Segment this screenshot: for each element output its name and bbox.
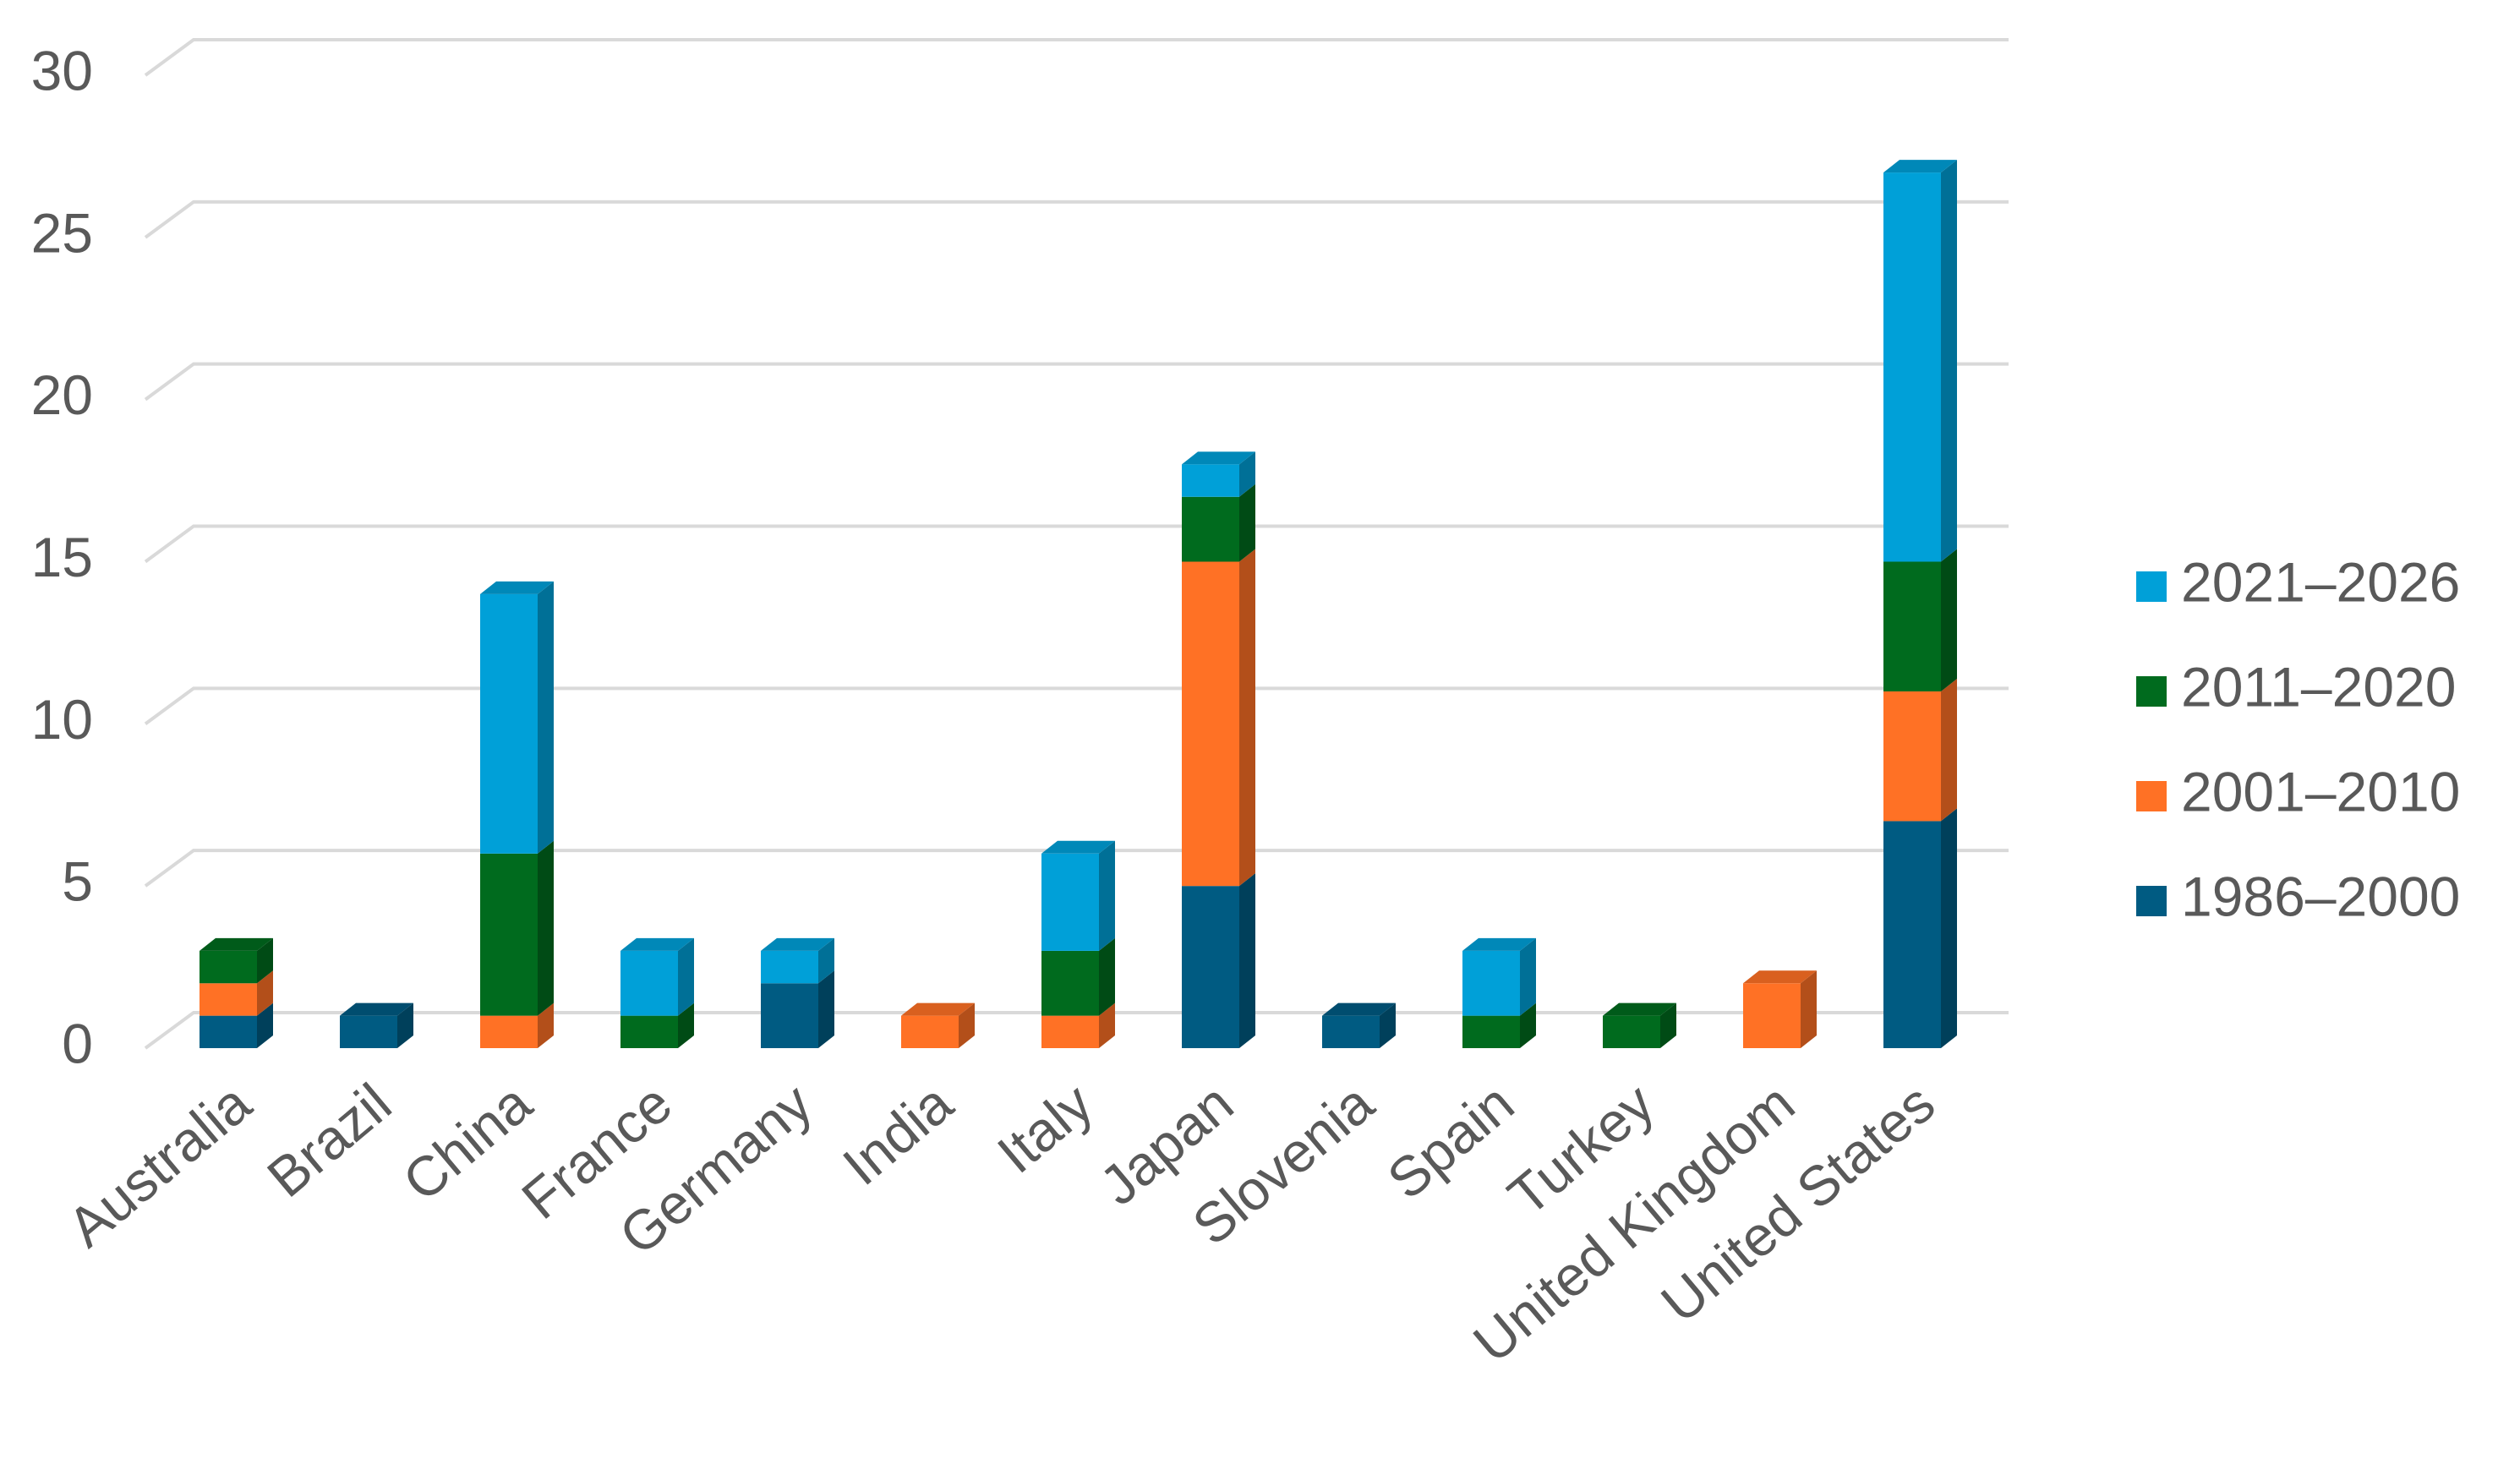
bar (1041, 1015, 1099, 1048)
bar-top (480, 581, 554, 594)
bar (1182, 886, 1239, 1048)
bar (1883, 821, 1941, 1048)
bar (1182, 464, 1239, 497)
bar-top (1322, 1002, 1396, 1016)
y-tick-label: 25 (31, 201, 93, 264)
legend-label: 2011–2020 (2181, 655, 2456, 718)
bar-side (1660, 1002, 1676, 1048)
y-tick-label: 5 (62, 850, 93, 913)
bar-side (538, 840, 554, 1016)
legend-swatch (2136, 781, 2167, 811)
bar-top (1041, 840, 1115, 854)
bar-side (257, 1002, 273, 1048)
bar (200, 950, 257, 984)
bar-side (1239, 483, 1255, 562)
bar (1182, 561, 1239, 887)
bar (200, 983, 257, 1016)
bar-top (901, 1002, 975, 1016)
bar-side (1239, 873, 1255, 1048)
bar-side (1941, 549, 1957, 691)
grid-line (144, 38, 2009, 77)
bar (1462, 1015, 1520, 1048)
bar (1883, 561, 1941, 691)
bar-side (678, 1002, 694, 1048)
bar (200, 1015, 257, 1048)
bar (1041, 950, 1099, 1016)
x-tick-label: Brazil (255, 1071, 402, 1209)
legend-swatch (2136, 571, 2167, 602)
x-tick-label: Spain (1375, 1071, 1525, 1210)
x-tick-label: Italy (986, 1071, 1104, 1184)
grid-line (144, 199, 2009, 239)
bar (761, 983, 818, 1048)
legend-swatch (2136, 676, 2167, 707)
bar (620, 950, 678, 1016)
bar (480, 593, 538, 854)
y-tick-label: 15 (31, 526, 93, 588)
bar (901, 1015, 959, 1048)
bar-side (1520, 1002, 1536, 1048)
bar (1322, 1015, 1380, 1048)
legend-label: 2001–2010 (2181, 760, 2460, 822)
bar (1883, 172, 1941, 562)
bar-side (538, 1002, 554, 1048)
bar-top (1883, 160, 1957, 173)
bar-top (1182, 451, 1255, 465)
bar-side (959, 1002, 975, 1048)
bar-side (1239, 451, 1255, 497)
grid-line (144, 362, 2009, 402)
bar-top (200, 937, 273, 951)
y-tick-label: 20 (31, 363, 93, 426)
bar (1743, 983, 1801, 1048)
bar-side (1941, 808, 1957, 1048)
bar (1462, 950, 1520, 1016)
grid-line (144, 1011, 2009, 1050)
bar-side (1099, 1002, 1115, 1048)
bar-side (1099, 937, 1115, 1016)
y-tick-label: 0 (62, 1012, 93, 1074)
bar-top (1462, 937, 1536, 951)
bar-side (538, 581, 554, 854)
bar-top (761, 937, 834, 951)
bar (480, 853, 538, 1016)
bar (1182, 496, 1239, 562)
bar-side (1099, 840, 1115, 951)
bar-side (1520, 937, 1536, 1016)
bar (480, 1015, 538, 1048)
bar-side (818, 937, 834, 984)
bar-side (1941, 160, 1957, 562)
x-tick-label: Australia (56, 1071, 262, 1259)
bar-side (1239, 549, 1255, 887)
legend-label: 2021–2026 (2181, 550, 2460, 613)
bar-side (818, 970, 834, 1048)
bar-side (1941, 678, 1957, 822)
bar-side (1801, 970, 1817, 1048)
bar (1883, 691, 1941, 822)
bar-side (678, 937, 694, 1016)
bar (620, 1015, 678, 1048)
y-tick-label: 10 (31, 688, 93, 751)
x-tick-label: India (831, 1071, 964, 1197)
grid-line (144, 686, 2009, 725)
bar (1041, 853, 1099, 951)
bar (1603, 1015, 1660, 1048)
bar-top (1603, 1002, 1676, 1016)
legend-swatch (2136, 886, 2167, 916)
bar-side (257, 970, 273, 1016)
bar-top (620, 937, 694, 951)
bar (340, 1015, 397, 1048)
y-tick-label: 30 (31, 39, 93, 101)
bar-side (1380, 1002, 1396, 1048)
grid-line (144, 524, 2009, 564)
bar-top (1743, 970, 1817, 984)
legend-label: 1986–2000 (2181, 865, 2460, 927)
bar-side (397, 1002, 413, 1048)
bar (761, 950, 818, 984)
bar-side (257, 937, 273, 984)
bar-top (340, 1002, 413, 1016)
grid-line (144, 849, 2009, 888)
